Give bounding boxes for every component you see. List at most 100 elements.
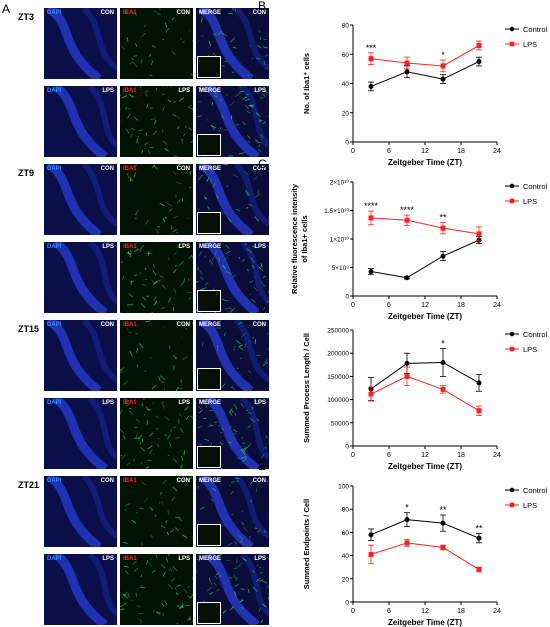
data-point-lps (368, 551, 374, 557)
legend-marker-lps (509, 502, 515, 508)
data-point-control (404, 517, 410, 523)
condition-label: LPS (178, 244, 190, 250)
micrograph-texture (197, 164, 269, 235)
series-line (370, 217, 480, 235)
micrograph-merge-tile: MERGE CON (196, 476, 269, 547)
micrograph-dapi-tile: DAPI CON (44, 8, 117, 79)
y-axis-label: No. of Iba1⁺ cells (302, 53, 311, 114)
y-tick-label: 2×10¹⁰ (330, 179, 350, 187)
data-point-lps (440, 544, 446, 550)
x-tick-label: 12 (421, 608, 429, 615)
legend-marker-lps (509, 346, 515, 352)
data-point-control (404, 69, 410, 75)
condition-label: LPS (178, 556, 190, 562)
y-tick-label: 80 (342, 23, 350, 30)
legend-marker-lps (509, 41, 515, 47)
legend-label-lps: LPS (523, 40, 537, 49)
micrograph-iba1-tile: IBA1 LPS (120, 86, 193, 157)
y-axis-label: Summed Process Length / Cell (302, 333, 311, 443)
channel-label: MERGE (199, 244, 222, 250)
data-point-lps (476, 231, 482, 237)
micrograph-merge-tile: MERGE LPS (196, 86, 269, 157)
condition-label: CON (176, 322, 190, 328)
micrograph-dapi-tile: DAPI LPS (44, 554, 117, 625)
x-tick-label: 6 (387, 148, 391, 155)
panel-letter-d: D (258, 301, 267, 315)
x-tick-label: 24 (493, 302, 501, 309)
y-tick-label: 0 (345, 294, 349, 301)
micrograph-texture (120, 554, 193, 625)
micrograph-texture (52, 242, 117, 313)
series-line (370, 361, 480, 390)
channel-label: DAPI (47, 166, 62, 172)
zt-row-label: ZT3 (18, 12, 35, 22)
x-tick-label: 18 (457, 148, 465, 155)
micrograph-dapi-tile: DAPI LPS (44, 242, 117, 313)
micrograph-texture (46, 320, 117, 391)
channel-label: IBA1 (123, 10, 137, 16)
data-point-control (476, 380, 482, 386)
data-point-control (440, 359, 446, 365)
x-tick-label: 0 (351, 608, 355, 615)
y-tick-label: 100 (338, 484, 349, 491)
micrograph-dapi-tile: DAPI CON (44, 320, 117, 391)
series-line (370, 61, 480, 87)
zoom-inset (197, 290, 221, 312)
x-axis-label: Zeitgeber Time (ZT) (388, 158, 462, 167)
micrograph-texture (120, 164, 192, 234)
x-tick-label: 12 (421, 148, 429, 155)
legend-label-control: Control (523, 182, 548, 191)
channel-label: IBA1 (123, 556, 137, 562)
micrograph-iba1-tile: IBA1 LPS (120, 398, 193, 469)
micrograph-dapi-tile: DAPI CON (44, 476, 117, 547)
y-tick-label: 40 (342, 81, 350, 88)
y-tick-label: 20 (342, 576, 350, 583)
micrograph-dapi-tile: DAPI LPS (44, 86, 117, 157)
micrograph-texture (120, 398, 193, 469)
significance-marker: **** (400, 205, 415, 215)
data-point-control (404, 275, 410, 281)
data-point-control (368, 532, 374, 538)
significance-marker: * (405, 503, 409, 513)
data-point-lps (404, 540, 410, 546)
panel-letter-b: B (258, 0, 266, 13)
condition-label: LPS (102, 400, 114, 406)
condition-label: LPS (254, 400, 266, 406)
y-tick-label: 60 (342, 52, 350, 59)
y-tick-label: 200000 (327, 351, 349, 358)
channel-label: MERGE (199, 10, 222, 16)
significance-marker: *** (366, 43, 377, 53)
x-tick-label: 6 (387, 302, 391, 309)
data-point-lps (368, 391, 374, 397)
condition-label: CON (100, 166, 114, 172)
zoom-inset (197, 56, 221, 78)
x-tick-label: 24 (493, 608, 501, 615)
condition-label: CON (100, 10, 114, 16)
x-axis-label: Zeitgeber Time (ZT) (388, 618, 462, 627)
micrograph-texture (120, 86, 193, 157)
channel-label: MERGE (199, 322, 222, 328)
condition-label: LPS (102, 244, 114, 250)
micrograph-texture (122, 476, 193, 546)
y-axis-label: Relative fluorescence intensity (290, 183, 299, 294)
zoom-inset (197, 602, 221, 624)
channel-label: DAPI (47, 478, 62, 484)
data-point-lps (404, 60, 410, 66)
micrograph-texture (120, 320, 193, 391)
zoom-inset (197, 368, 221, 390)
y-tick-label: 80 (342, 507, 350, 514)
y-tick-label: 0 (345, 444, 349, 451)
condition-label: LPS (102, 556, 114, 562)
panel-letter-c: C (258, 157, 267, 171)
micrograph-texture (198, 320, 269, 391)
data-point-lps (476, 42, 482, 48)
condition-label: LPS (178, 400, 190, 406)
micrograph-iba1-tile: IBA1 CON (120, 320, 193, 391)
legend-marker-control (509, 487, 515, 493)
x-tick-label: 18 (457, 452, 465, 459)
legend-label-control: Control (523, 25, 548, 34)
data-point-control (404, 360, 410, 366)
micrograph-merge-tile: MERGE LPS (196, 554, 269, 625)
y-tick-label: 100000 (327, 397, 349, 404)
condition-label: CON (100, 322, 114, 328)
